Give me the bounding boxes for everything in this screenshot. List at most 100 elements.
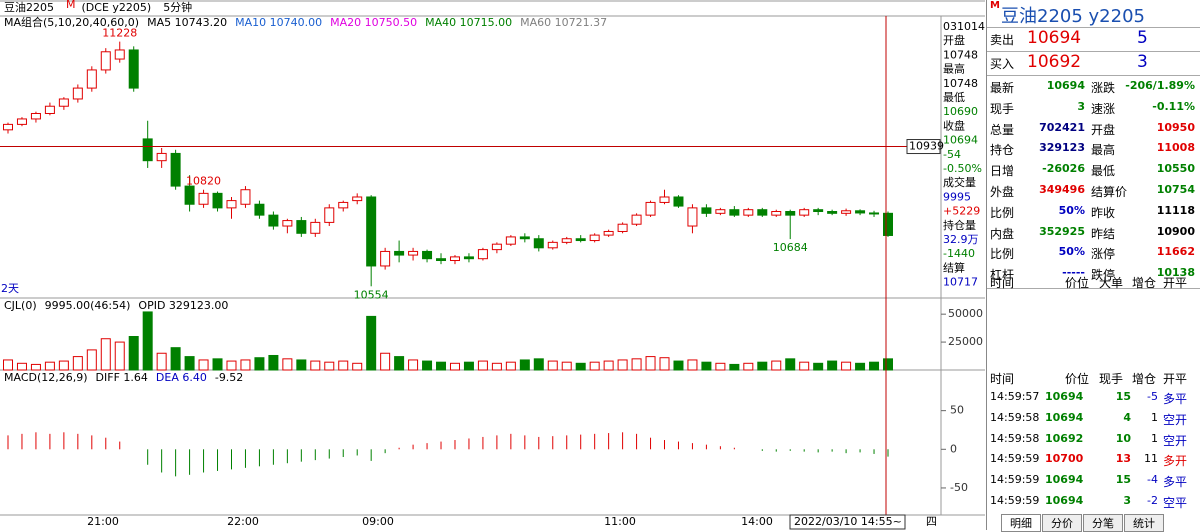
volume-bar — [30, 363, 41, 371]
quote-value: 10900 — [1156, 224, 1195, 238]
volume-bar — [463, 361, 474, 371]
quote-value: 10138 — [1156, 266, 1195, 280]
volume-bar — [855, 362, 866, 371]
candle-body — [282, 220, 293, 227]
volume-bar — [505, 361, 516, 371]
quote-value: -26026 — [1042, 162, 1085, 176]
candle-body — [240, 189, 251, 205]
info-text: 成交量 — [943, 175, 976, 189]
tab[interactable]: 明细 — [1001, 514, 1041, 532]
tab[interactable]: 统计 — [1124, 514, 1164, 532]
x-tick-label: 09:00 — [362, 515, 394, 528]
quote-value: 10950 — [1156, 120, 1195, 134]
volume-bar — [701, 361, 712, 371]
candle-body — [114, 49, 125, 60]
macd-legend: MACD(12,26,9) — [4, 371, 88, 384]
quote-value: 11008 — [1156, 141, 1195, 155]
quote-label: 总量 — [990, 122, 1015, 137]
info-text: -1440 — [943, 247, 975, 260]
volume-bar — [869, 361, 880, 371]
volume-bar — [16, 362, 27, 371]
candle-body — [72, 87, 83, 100]
chart: 豆油2205 M (DCE y2205) 5分钟 MA组合(5,10,20,40,60,… — [0, 0, 985, 530]
price-annotation: 10684 — [773, 241, 808, 254]
volume-bar — [170, 347, 181, 371]
candle-body — [324, 207, 335, 223]
quote-label: 持仓 — [990, 143, 1015, 158]
ma-legend: MA组合(5,10,20,40,60,0) — [4, 15, 139, 29]
quote-label: 昨结 — [1091, 226, 1116, 241]
tick-flag: 多开 — [1163, 454, 1188, 469]
candle-body — [771, 211, 782, 216]
volume-bar — [799, 361, 810, 371]
ma-legend: MA20 10750.50 — [330, 16, 417, 29]
column-header: 开平 — [1163, 276, 1188, 290]
volume-bar — [519, 359, 530, 371]
tab[interactable]: 分笔 — [1083, 514, 1123, 532]
quote-value: 11662 — [1156, 245, 1195, 259]
volume-bar — [156, 352, 167, 371]
volume-legend: CJL(0) — [4, 299, 37, 312]
volume-legend: OPID 329123.00 — [138, 299, 228, 312]
candle-body — [296, 220, 307, 234]
volume-bar — [491, 362, 502, 371]
quote-label: 开盘 — [1091, 122, 1116, 137]
volume-bar — [408, 359, 419, 371]
volume-bar — [715, 362, 726, 371]
volume-bar — [673, 360, 684, 371]
volume-bar — [813, 362, 824, 371]
candle-body — [561, 238, 572, 243]
candle-body — [491, 243, 502, 251]
divider — [987, 27, 1200, 28]
ma-legend: MA10 10740.00 — [235, 16, 322, 29]
candle-body — [603, 230, 614, 236]
quote-value: 50% — [1058, 203, 1085, 217]
volume-bar — [631, 358, 642, 371]
volume-bar — [757, 361, 768, 371]
column-header: 时间 — [990, 372, 1015, 386]
quote-value: 349496 — [1039, 183, 1085, 196]
quote-value: 702421 — [1039, 120, 1085, 134]
quote-value: 3 — [1077, 99, 1085, 113]
quote-label: 外盘 — [990, 185, 1015, 199]
quote-value: -206/1.89% — [1125, 79, 1195, 92]
quote-label: 最新 — [990, 81, 1015, 95]
volume-bar — [324, 361, 335, 371]
volume-bar — [617, 359, 628, 371]
volume-bar — [128, 336, 139, 371]
candle-body — [380, 250, 391, 267]
candle-body — [701, 207, 712, 214]
column-header: 时间 — [990, 276, 1015, 290]
tab[interactable]: 分价 — [1042, 514, 1082, 532]
tick-oi: 1 — [1151, 431, 1158, 445]
candle-body — [254, 203, 265, 216]
side-price: 10692 — [1027, 52, 1082, 72]
candle-body — [449, 256, 460, 262]
quote-value: ----- — [1062, 266, 1085, 280]
quote-value: 50% — [1058, 245, 1085, 259]
candle-body — [156, 152, 167, 162]
volume-bar — [449, 362, 460, 371]
tick-oi: 1 — [1151, 410, 1158, 424]
side-label: 卖出 — [990, 33, 1015, 47]
candle-body — [58, 98, 69, 107]
candle-body — [477, 249, 488, 260]
quote-label: 内盘 — [990, 226, 1015, 241]
volume-bar — [142, 311, 153, 371]
volume-bar — [533, 358, 544, 371]
ma-legend: MA5 10743.20 — [147, 16, 227, 29]
candle-body — [729, 209, 740, 216]
divider — [987, 51, 1200, 52]
candle-body — [659, 196, 670, 203]
chart-bg — [0, 0, 985, 530]
candle-body — [30, 112, 41, 120]
candle-body — [883, 212, 893, 236]
volume-bar — [184, 356, 195, 371]
title-text: M — [66, 0, 76, 11]
tick-price: 10694 — [1045, 473, 1084, 487]
volume-bar — [72, 356, 83, 371]
info-text: 10690 — [943, 105, 978, 118]
tick-qty: 15 — [1115, 473, 1131, 487]
candle-body — [212, 192, 223, 209]
volume-bar — [589, 361, 600, 371]
